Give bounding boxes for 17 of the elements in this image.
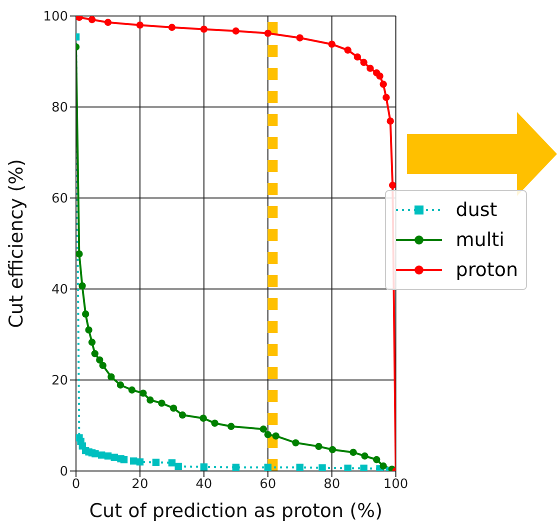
legend-label: proton: [456, 259, 518, 281]
x-tick-label: 0: [72, 477, 80, 492]
y-tick-label: 40: [51, 282, 68, 298]
x-tick-label: 20: [132, 477, 148, 492]
y-axis-title: Cut efficiency (%): [6, 159, 28, 328]
y-tick-label: 20: [51, 374, 68, 389]
y-tick-label: 60: [51, 192, 68, 207]
x-tick-label: 40: [196, 477, 212, 492]
x-axis-title: Cut of prediction as proton (%): [89, 500, 383, 522]
y-tick-label: 80: [51, 100, 68, 116]
x-tick-label: 60: [260, 477, 276, 492]
x-tick-label: 80: [324, 477, 340, 492]
x-tick-label: 100: [383, 477, 408, 492]
y-tick-label: 0: [60, 464, 68, 480]
legend-label: dust: [456, 199, 498, 221]
legend-label: multi: [456, 229, 504, 251]
y-tick-label: 100: [43, 10, 68, 25]
